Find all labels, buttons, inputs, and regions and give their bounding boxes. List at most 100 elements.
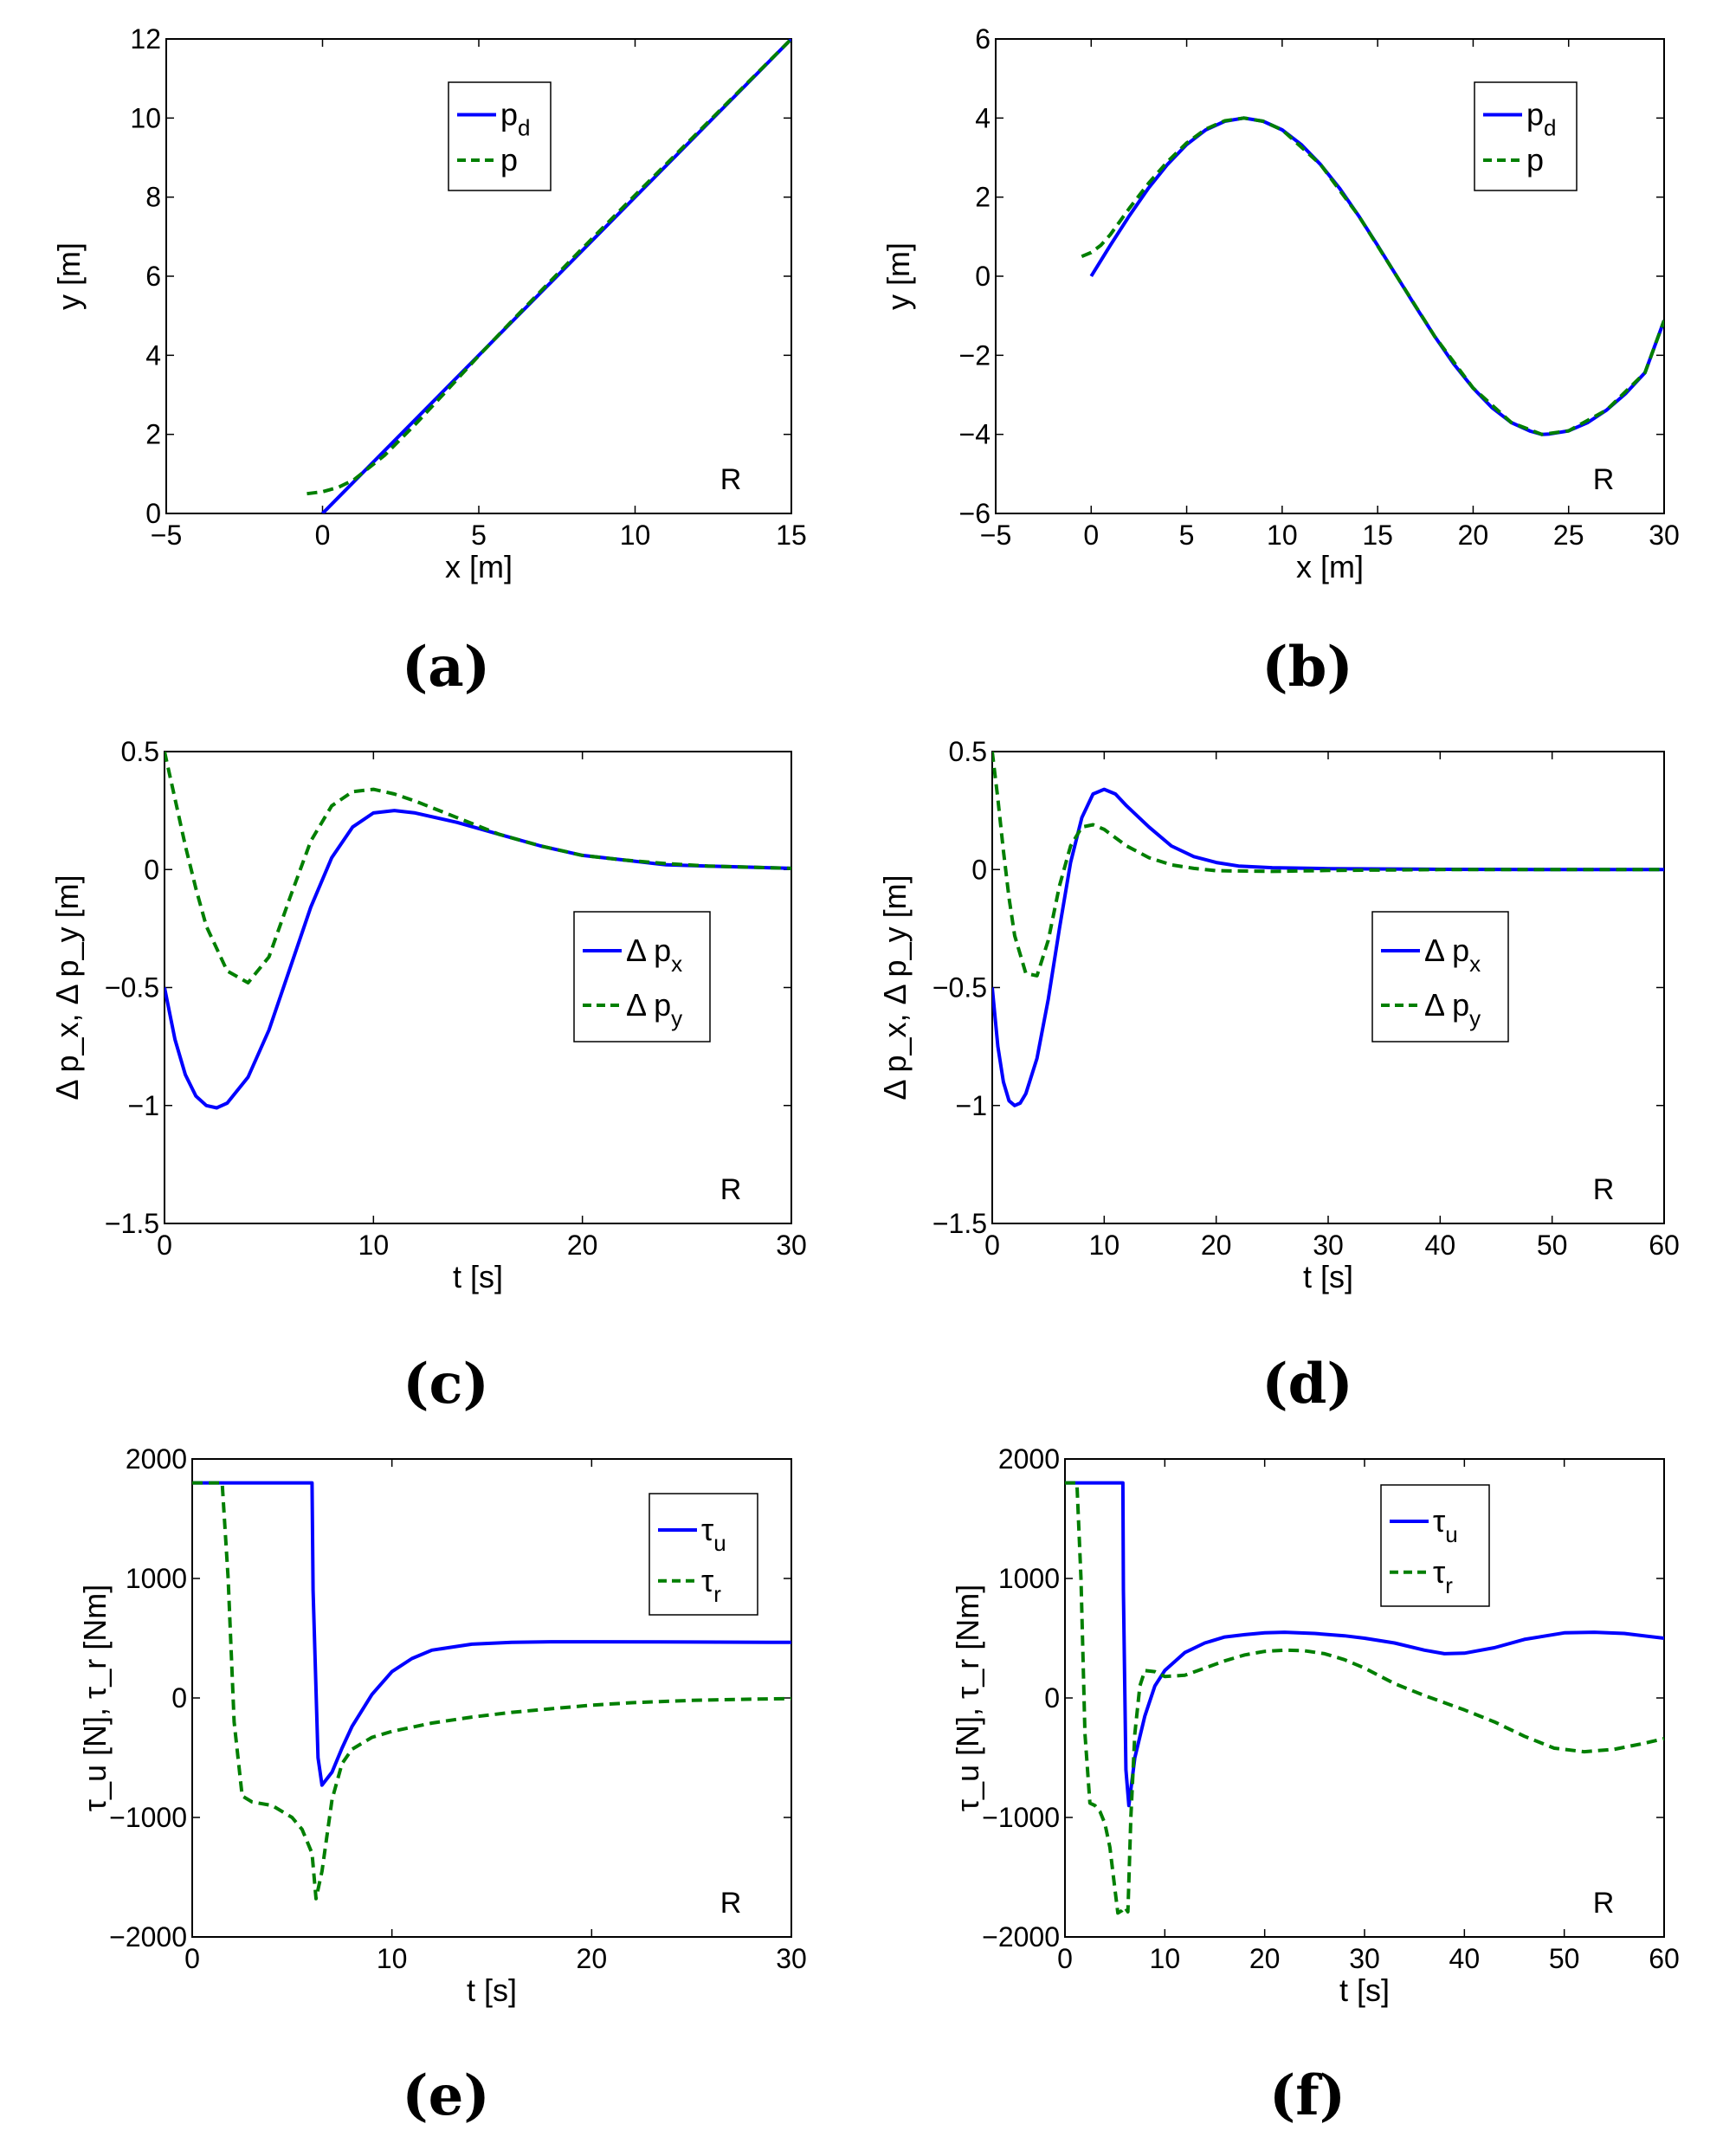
legend-label-base: Δ p [626, 933, 671, 968]
x-tick-label: 10 [620, 520, 651, 551]
legend-box [573, 911, 711, 1042]
x-tick-label: 10 [1267, 520, 1298, 551]
legend-label: pd [500, 97, 531, 141]
y-tick-label: 6 [975, 23, 991, 55]
y-axis-label: y [m] [51, 242, 87, 310]
caption-f: (f) [1269, 2063, 1345, 2128]
annotation-r: R [720, 463, 742, 496]
x-tick-label: 20 [1458, 520, 1489, 551]
x-tick-label: 30 [776, 1230, 807, 1261]
x-axis-label: t [s] [453, 1259, 503, 1294]
annotation-r: R [1593, 1173, 1615, 1206]
legend-label-base: p [500, 97, 518, 132]
legend: Δ pxΔ py [573, 911, 711, 1042]
x-tick-label: 20 [577, 1943, 608, 1974]
x-axis-label: t [s] [1339, 1972, 1390, 2008]
chart-d: 0 10 20 30 40 50 60 −1.5 −1 −0.5 0 0.5 t [s] Δ p_x, Δ… [877, 736, 1680, 1294]
series-line-primary [992, 787, 1664, 1107]
x-tick-label: −5 [980, 520, 1011, 551]
y-tick-label: 8 [145, 182, 161, 213]
series-line-secondary [192, 1481, 791, 1901]
x-tick-label: 15 [776, 520, 807, 551]
legend-label: pd [1526, 97, 1557, 141]
legend: pdp [448, 81, 552, 191]
legend-label-subscript: d [1544, 115, 1556, 141]
x-tick-label: 10 [358, 1230, 390, 1261]
legend-box [1371, 911, 1509, 1042]
x-tick-label: 20 [567, 1230, 598, 1261]
y-tick-label: 1000 [126, 1563, 187, 1594]
legend-label-base: τ [1433, 1554, 1445, 1590]
x-tick-label: 0 [157, 1230, 172, 1261]
x-tick-label: 60 [1649, 1943, 1680, 1974]
legend-label: p [500, 142, 518, 178]
y-tick-label: 0.5 [949, 736, 987, 767]
legend-label-base: p [500, 142, 518, 178]
x-tick-label: 10 [377, 1943, 408, 1974]
legend: Δ pxΔ py [1371, 911, 1509, 1042]
caption-c: (c) [403, 1352, 489, 1417]
legend-label-subscript: y [671, 1005, 682, 1031]
y-axis-label: Δ p_x, Δ p_y [m] [49, 875, 85, 1100]
y-tick-label: −1000 [109, 1802, 187, 1833]
y-tick-label: 2000 [126, 1443, 187, 1475]
legend-label-subscript: x [1469, 951, 1481, 977]
y-tick-label: −0.5 [932, 972, 987, 1004]
legend-label: Δ px [626, 933, 682, 977]
legend-label-base: Δ p [626, 987, 671, 1023]
y-tick-label: −2000 [109, 1921, 187, 1953]
x-tick-label: 10 [1089, 1230, 1120, 1261]
x-tick-label: 20 [1249, 1943, 1281, 1974]
x-tick-label: 40 [1425, 1230, 1456, 1261]
chart-c: 0 10 20 30 −1.5 −1 −0.5 0 0.5 t [s] Δ p_x, Δ p_y [… [49, 736, 807, 1294]
y-tick-label: 0 [975, 261, 991, 292]
x-tick-label: 30 [776, 1943, 807, 1974]
plot-area [991, 751, 1665, 1224]
y-tick-label: 0 [1044, 1682, 1060, 1714]
y-tick-label: −6 [959, 498, 991, 529]
x-tick-label: 50 [1537, 1230, 1568, 1261]
x-tick-label: 50 [1549, 1943, 1580, 1974]
legend-box [649, 1493, 758, 1616]
legend-label-base: p [1526, 97, 1544, 132]
series-line-secondary [1065, 1481, 1664, 1915]
x-tick-label: 40 [1449, 1943, 1481, 1974]
caption-b: (b) [1262, 635, 1352, 700]
y-tick-label: 2000 [998, 1443, 1060, 1475]
legend-box [448, 81, 552, 191]
legend-label-subscript: d [518, 115, 530, 141]
x-tick-label: 0 [984, 1230, 1000, 1261]
series-line-secondary [992, 752, 1664, 978]
y-axis-label: τ_u [N], τ_r [Nm] [77, 1585, 113, 1812]
legend-label-subscript: r [713, 1581, 721, 1607]
annotation-r: R [720, 1887, 742, 1920]
caption-a: (a) [402, 635, 490, 700]
plot-area [1064, 1458, 1665, 1938]
y-tick-label: 4 [145, 339, 161, 371]
y-tick-label: 0 [145, 498, 161, 529]
annotation-r: R [720, 1173, 742, 1206]
legend-label-subscript: u [1445, 1521, 1457, 1547]
annotation-r: R [1593, 1887, 1615, 1920]
y-tick-label: −1.5 [105, 1208, 159, 1239]
y-axis-label: Δ p_x, Δ p_y [m] [877, 875, 913, 1100]
y-tick-label: 10 [130, 102, 161, 133]
y-axis-label: y [m] [881, 242, 916, 310]
y-tick-label: 1000 [998, 1563, 1060, 1594]
x-tick-label: 25 [1553, 520, 1584, 551]
x-tick-label: 0 [315, 520, 331, 551]
x-tick-label: 10 [1150, 1943, 1181, 1974]
x-tick-label: 20 [1201, 1230, 1232, 1261]
legend-label: τr [701, 1563, 721, 1607]
captions-layer: (a) (b) (c) (d) (e) (f) [402, 635, 1353, 2128]
legend-label: Δ px [1424, 933, 1481, 977]
y-tick-label: 0 [144, 854, 159, 885]
series-line-secondary [1081, 116, 1664, 436]
chart-f: 0 10 20 30 40 50 60 −2000 −1000 0 1000 2000 t [s] τ_u… [950, 1443, 1680, 2008]
caption-d: (d) [1262, 1352, 1352, 1417]
